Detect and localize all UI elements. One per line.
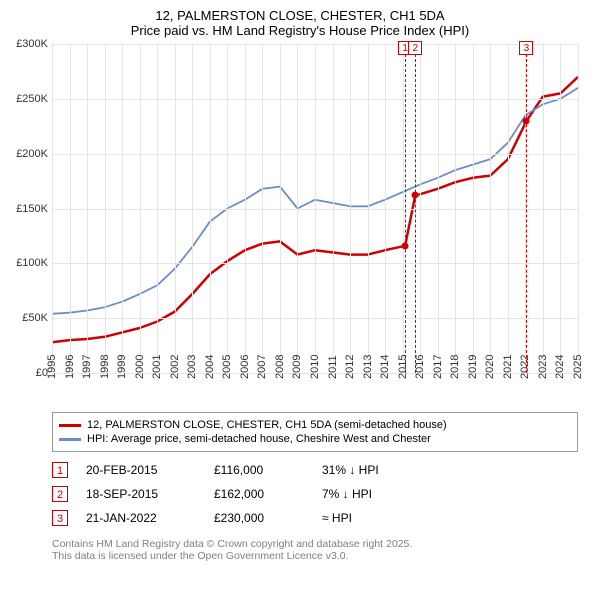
x-tick-label: 1998 [99,355,111,379]
event-price: £116,000 [214,463,304,477]
x-tick-label: 2002 [169,355,181,379]
event-date: 20-FEB-2015 [86,463,196,477]
x-tick-label: 2017 [432,355,444,379]
x-tick-label: 2024 [554,355,566,379]
title-line1: 12, PALMERSTON CLOSE, CHESTER, CH1 5DA [10,8,590,23]
event-badge: 2 [52,486,68,502]
x-tick-label: 1995 [46,355,58,379]
x-tick-label: 2014 [379,355,391,379]
y-tick-label: £200K [16,148,48,160]
data-point [412,192,419,199]
data-point [402,242,409,249]
event-diff: 31% ↓ HPI [322,463,578,477]
legend-item-property: 12, PALMERSTON CLOSE, CHESTER, CH1 5DA (… [59,419,571,431]
marker-badge: 3 [519,41,533,55]
x-tick-label: 2009 [291,355,303,379]
x-tick-label: 2013 [362,355,374,379]
x-tick-label: 2008 [274,355,286,379]
plot-area: £0£50K£100K£150K£200K£250K£300K199519961… [52,44,578,374]
legend-swatch-property [59,424,81,427]
chart: £0£50K£100K£150K£200K£250K£300K199519961… [52,44,578,374]
footer-line1: Contains HM Land Registry data © Crown c… [52,538,578,550]
x-tick-label: 2021 [502,355,514,379]
data-point [523,117,530,124]
y-tick-label: £100K [16,257,48,269]
legend-label-property: 12, PALMERSTON CLOSE, CHESTER, CH1 5DA (… [87,419,447,431]
y-tick-label: £150K [16,203,48,215]
x-tick-label: 2022 [519,355,531,379]
x-tick-label: 2003 [186,355,198,379]
event-price: £230,000 [214,511,304,525]
event-diff: ≈ HPI [322,511,578,525]
x-tick-label: 2007 [256,355,268,379]
legend: 12, PALMERSTON CLOSE, CHESTER, CH1 5DA (… [52,412,578,452]
legend-label-hpi: HPI: Average price, semi-detached house,… [87,433,431,445]
x-tick-label: 2020 [484,355,496,379]
marker-line [526,44,527,373]
x-tick-label: 1997 [81,355,93,379]
legend-swatch-hpi [59,438,81,441]
event-date: 18-SEP-2015 [86,487,196,501]
title-block: 12, PALMERSTON CLOSE, CHESTER, CH1 5DA P… [10,8,590,38]
x-tick-label: 1996 [64,355,76,379]
event-row: 3 21-JAN-2022 £230,000 ≈ HPI [52,510,578,526]
footer: Contains HM Land Registry data © Crown c… [52,538,578,562]
y-tick-label: £50K [22,312,48,324]
legend-item-hpi: HPI: Average price, semi-detached house,… [59,433,571,445]
x-tick-label: 2001 [151,355,163,379]
x-tick-label: 2018 [449,355,461,379]
event-price: £162,000 [214,487,304,501]
title-line2: Price paid vs. HM Land Registry's House … [10,23,590,38]
event-badge: 1 [52,462,68,478]
x-tick-label: 2006 [239,355,251,379]
x-tick-label: 2019 [467,355,479,379]
events-table: 1 20-FEB-2015 £116,000 31% ↓ HPI 2 18-SE… [52,462,578,534]
x-tick-label: 2005 [221,355,233,379]
x-tick-label: 2000 [134,355,146,379]
event-row: 2 18-SEP-2015 £162,000 7% ↓ HPI [52,486,578,502]
x-tick-label: 2004 [204,355,216,379]
y-tick-label: £300K [16,38,48,50]
footer-line2: This data is licensed under the Open Gov… [52,550,578,562]
event-diff: 7% ↓ HPI [322,487,578,501]
marker-badge: 2 [408,41,422,55]
x-tick-label: 2011 [327,355,339,379]
x-tick-label: 1999 [116,355,128,379]
event-row: 1 20-FEB-2015 £116,000 31% ↓ HPI [52,462,578,478]
marker-line [405,44,406,373]
x-tick-label: 2010 [309,355,321,379]
x-tick-label: 2025 [572,355,584,379]
x-tick-label: 2012 [344,355,356,379]
event-badge: 3 [52,510,68,526]
x-tick-label: 2015 [397,355,409,379]
chart-container: 12, PALMERSTON CLOSE, CHESTER, CH1 5DA P… [0,0,600,590]
event-date: 21-JAN-2022 [86,511,196,525]
y-tick-label: £250K [16,93,48,105]
marker-line [415,44,416,373]
x-tick-label: 2023 [537,355,549,379]
